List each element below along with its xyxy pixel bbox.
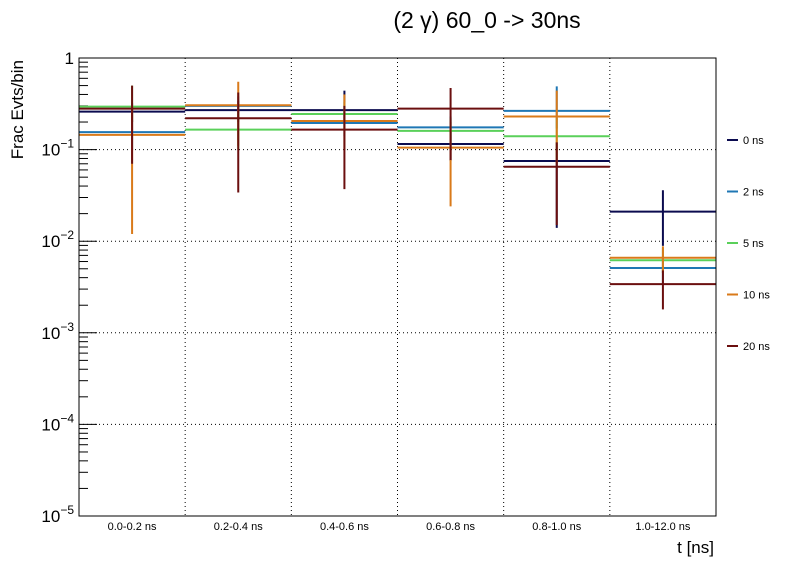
plot-frame <box>78 57 717 517</box>
legend-label: 2 ns <box>743 187 764 199</box>
legend-label: 10 ns <box>743 290 770 302</box>
y-axis-label: Frac Evts/bin <box>8 60 27 159</box>
x-axis-label: t [ns] <box>677 538 714 557</box>
chart-title: (2 γ) 60_0 -> 30ns <box>393 7 580 33</box>
legend-label: 0 ns <box>743 135 764 147</box>
legend-label: 20 ns <box>743 341 770 353</box>
x-tick-label: 0.6-0.8 ns <box>426 521 475 533</box>
x-tick-label: 0.0-0.2 ns <box>108 521 157 533</box>
x-tick-label: 1.0-12.0 ns <box>635 521 691 533</box>
y-tick-label: 10−3 <box>41 320 74 343</box>
y-tick-label: 10−2 <box>41 228 74 251</box>
x-tick-labels: 0.0-0.2 ns 0.2-0.4 ns 0.4-0.6 ns 0.6-0.8 ns… <box>108 521 691 533</box>
x-tick-label: 0.4-0.6 ns <box>320 521 369 533</box>
data-marks <box>79 81 716 310</box>
x-tick-label: 0.2-0.4 ns <box>214 521 263 533</box>
y-tick-label: 10−5 <box>41 503 74 526</box>
y-tick-label: 10−1 <box>41 137 74 160</box>
legend-label: 5 ns <box>743 238 764 250</box>
x-tick-label: 0.8-1.0 ns <box>532 521 581 533</box>
y-tick-label: 1 <box>65 49 74 68</box>
y-tick-label: 10−4 <box>41 411 74 434</box>
axis-ticks <box>79 57 97 517</box>
y-tick-labels: 1 10−1 10−2 10−3 10−4 10−5 <box>41 49 74 526</box>
legend: 0 ns 2 ns 5 ns 10 ns 20 ns <box>727 135 770 353</box>
